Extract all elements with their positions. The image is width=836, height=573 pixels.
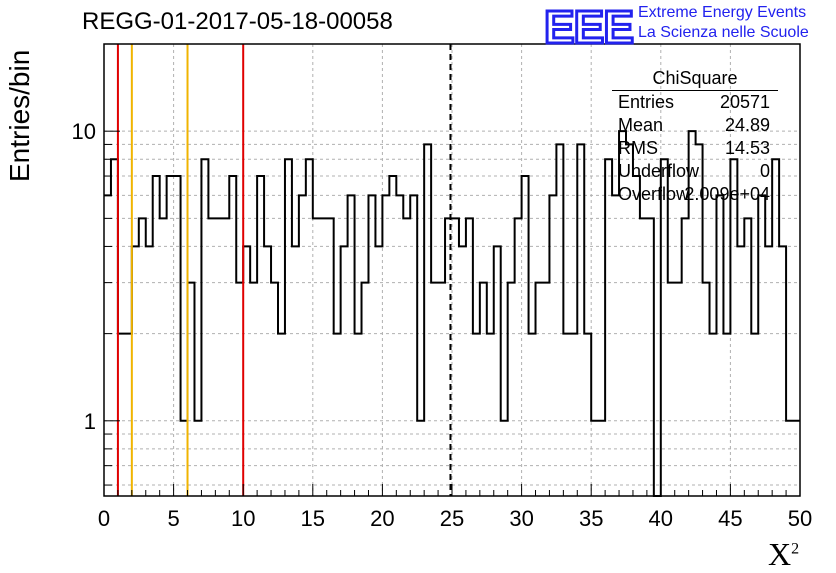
eee-logo-mark: EEE: [542, 0, 635, 55]
x-axis-label: X2: [768, 536, 799, 573]
stats-value: 24.89: [724, 115, 770, 135]
histogram-series: [104, 130, 800, 497]
x-tick-label: 15: [301, 506, 325, 531]
x-tick-label: 20: [370, 506, 394, 531]
logo-line-1: Extreme Energy Events: [638, 4, 807, 21]
logo-line-2: La Scienza nelle Scuole: [638, 24, 809, 41]
stats-row-mean: Mean 24.89: [618, 115, 770, 137]
stats-label: Entries: [618, 92, 675, 112]
stats-label: Overflow: [618, 184, 690, 204]
x-axis-label-base: X: [768, 536, 792, 572]
stats-label: Underflow: [618, 161, 700, 181]
stats-row-rms: RMS 14.53: [618, 138, 770, 160]
stats-title-underline: [612, 90, 778, 91]
stats-box: ChiSquare Entries 20571 Mean 24.89 RMS 1…: [612, 66, 778, 216]
y-axis-label: Entries/bin: [4, 49, 35, 182]
stats-label: RMS: [618, 138, 658, 158]
x-tick-label: 10: [231, 506, 255, 531]
x-tick-label: 45: [718, 506, 742, 531]
x-tick-label: 50: [788, 506, 812, 531]
x-tick-label: 5: [167, 506, 179, 531]
stats-row-entries: Entries 20571: [618, 92, 770, 114]
chart-title: REGG-01-2017-05-18-00058: [82, 8, 393, 35]
stats-value: 0: [759, 161, 770, 181]
stats-label: Mean: [618, 115, 664, 135]
x-tick-label: 40: [649, 506, 673, 531]
stats-title: ChiSquare: [652, 68, 738, 88]
y-tick-label: 10: [72, 119, 96, 144]
x-tick-label: 0: [98, 506, 110, 531]
stats-value: 20571: [719, 92, 770, 112]
stats-row-overflow: Overflow 2.009e+04: [618, 184, 770, 206]
y-tick-label: 1: [84, 409, 96, 434]
x-tick-label: 25: [440, 506, 464, 531]
x-tick-label: 30: [509, 506, 533, 531]
stats-value: 2.009e+04: [684, 184, 770, 204]
x-axis-label-sup: 2: [791, 540, 800, 558]
stats-value: 14.53: [724, 138, 770, 158]
stats-row-underflow: Underflow 0: [618, 161, 770, 183]
x-tick-label: 35: [579, 506, 603, 531]
